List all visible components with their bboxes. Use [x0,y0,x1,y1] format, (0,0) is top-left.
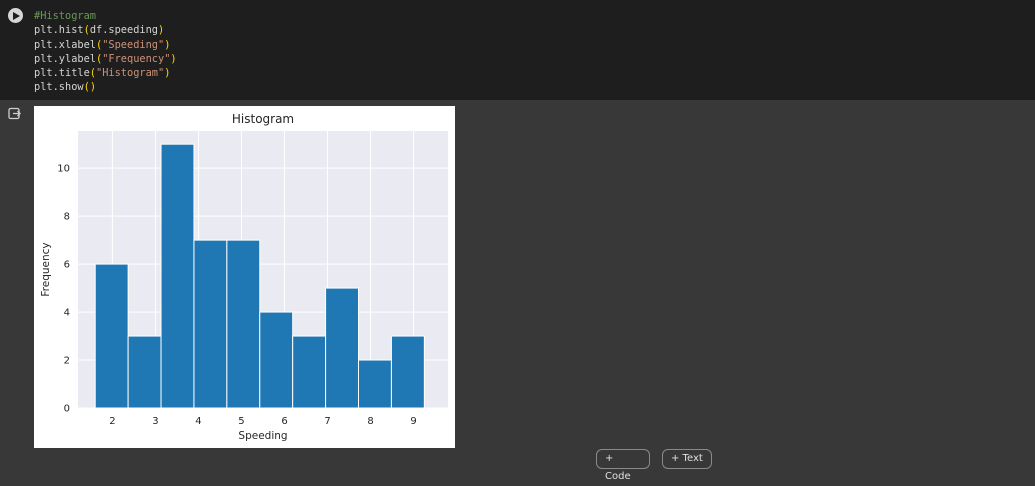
code-cell[interactable]: #Histogram plt.hist(df.speeding) plt.xla… [0,0,1035,100]
x-tick-label: 5 [238,416,244,427]
histogram-bar [292,335,327,409]
histogram-bar [127,335,162,409]
code-function: plt.xlabel [34,38,96,51]
add-text-button[interactable]: + Text [662,449,712,469]
code-function: plt.show [34,81,84,94]
x-tick-label: 6 [281,416,287,427]
y-tick-label: 4 [64,308,70,319]
code-function: plt.hist [34,24,84,37]
code-line: plt.title("Histogram") [34,67,170,79]
y-tick-label: 6 [64,260,70,271]
histogram-bar [390,335,425,409]
code-comment: #Histogram [34,10,96,22]
y-axis-label: Frequency [40,242,52,296]
y-tick-label: 0 [64,404,70,415]
y-tick-label: 2 [64,356,70,367]
code-argument: "Speeding" [102,38,165,51]
histogram-chart: 2 3 4 5 6 7 8 9 0 2 4 6 8 10 Histogram Speeding Frequenc… [40,112,448,442]
code-argument: df.speeding [89,24,159,37]
histogram-bar [226,239,261,409]
add-code-button[interactable]: + Code [596,449,650,482]
histogram-bar [325,287,360,409]
code-argument: "Frequency" [102,52,171,65]
chart-title: Histogram [232,112,294,126]
output-redirect-icon[interactable] [8,107,21,120]
histogram-bar [160,143,195,409]
code-paren: ( [83,24,90,37]
x-tick-label: 8 [367,416,373,427]
x-tick-label: 4 [195,416,201,427]
plot-output: 2 3 4 5 6 7 8 9 0 2 4 6 8 10 Histogram Speeding Frequenc… [34,106,455,448]
code-line: plt.ylabel("Frequency") [34,53,177,65]
y-tick-label: 10 [57,164,70,175]
run-cell-button[interactable] [8,8,23,23]
x-tick-label: 7 [324,416,330,427]
code-line: plt.hist(df.speeding) [34,24,164,36]
code-paren: ) [170,52,177,65]
code-paren: ( [89,67,96,80]
y-tick-label: 8 [64,212,70,223]
code-line: plt.show() [34,81,96,93]
histogram-bar [358,359,392,409]
code-editor[interactable]: #Histogram plt.hist(df.speeding) plt.xla… [34,9,177,95]
code-paren: ) [89,81,97,94]
x-tick-label: 2 [109,416,115,427]
histogram-bar [94,263,129,409]
code-function: plt.ylabel [34,52,96,65]
code-paren: ) [164,38,171,51]
code-paren: ) [164,67,171,80]
code-paren: ( [96,38,103,51]
code-line: plt.xlabel("Speeding") [34,39,170,51]
x-tick-label: 9 [410,416,416,427]
x-tick-label: 3 [152,416,158,427]
x-axis-label: Speeding [238,430,287,442]
code-paren: ( [83,81,90,94]
code-paren: ) [158,24,165,37]
histogram-bar [193,239,228,409]
code-argument: "Histogram" [96,67,165,80]
histogram-bar [259,311,294,409]
code-function: plt.title [34,67,90,80]
code-paren: ( [96,52,103,65]
